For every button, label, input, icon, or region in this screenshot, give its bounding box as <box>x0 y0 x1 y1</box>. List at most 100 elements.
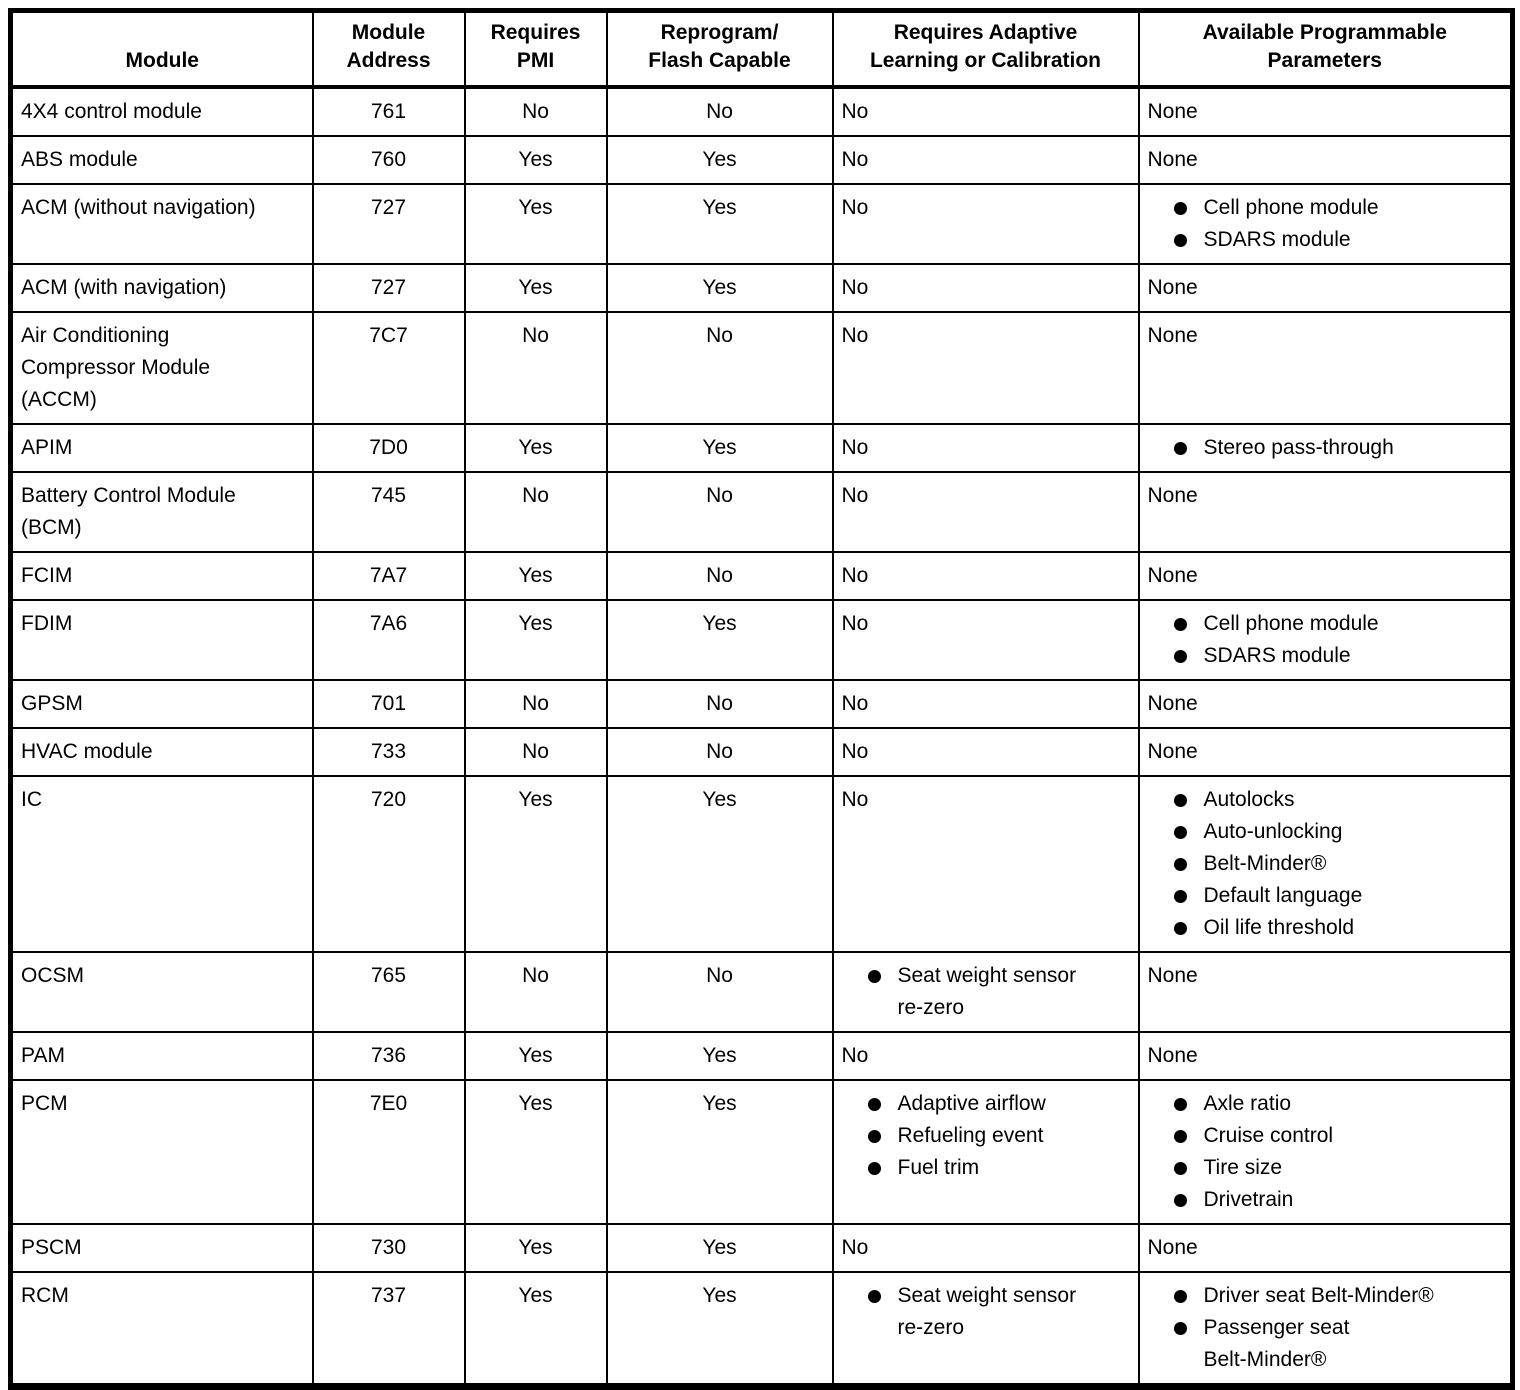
module-address-cell: 745 <box>311 471 466 553</box>
module-address-cell: 736 <box>311 1031 466 1081</box>
bullet-list: Seat weight sensor re-zero <box>842 960 1130 1024</box>
bullet-item: Tire size <box>1172 1152 1503 1184</box>
adaptive-learning-cell: No <box>831 86 1140 137</box>
flash-capable-cell: Yes <box>605 183 834 265</box>
table-row: OCSM 765 No No Seat weight sensor re-zero Non… <box>9 951 1514 1033</box>
flash-capable-cell: No <box>605 951 834 1033</box>
module-address-cell: 727 <box>311 263 466 313</box>
module-address-cell: 7A7 <box>311 551 466 601</box>
column-header-available-programmable-parameters: Available Programmable Parameters <box>1137 9 1514 89</box>
adaptive-learning-cell: Adaptive airflow Refueling event Fuel trim <box>831 1079 1140 1225</box>
table-row: ACM (without navigation) 727 Yes Yes No Cell … <box>9 183 1514 265</box>
flash-capable-cell: Yes <box>605 1079 834 1225</box>
table-row: 4X4 control module 761 No No No None <box>9 86 1514 137</box>
bullet-item: Auto-unlocking <box>1172 816 1503 848</box>
header-row: Module Module Address Requires PMI Repro… <box>9 9 1514 89</box>
adaptive-learning-cell: No <box>831 311 1140 425</box>
bullet-item: Fuel trim <box>866 1152 1130 1184</box>
bullet-list: Cell phone module SDARS module <box>1148 608 1503 672</box>
bullet-item: Autolocks <box>1172 784 1503 816</box>
column-header-reprogram-flash-capable: Reprogram/ Flash Capable <box>605 9 834 89</box>
adaptive-learning-cell: No <box>831 471 1140 553</box>
module-address-cell: 7E0 <box>311 1079 466 1225</box>
bullet-list: Stereo pass-through <box>1148 432 1503 464</box>
adaptive-learning-cell: No <box>831 423 1140 473</box>
programmable-parameters-cell: None <box>1137 1031 1514 1081</box>
requires-pmi-cell: Yes <box>463 135 608 185</box>
requires-pmi-cell: No <box>463 471 608 553</box>
module-address-cell: 7A6 <box>311 599 466 681</box>
requires-pmi-cell: Yes <box>463 263 608 313</box>
bullet-item: Seat weight sensor re-zero <box>866 960 1130 1024</box>
bullet-list: Axle ratio Cruise control Tire size Drivetr… <box>1148 1088 1503 1216</box>
module-cell: ABS module <box>9 135 314 185</box>
requires-pmi-cell: Yes <box>463 1079 608 1225</box>
module-cell: PAM <box>9 1031 314 1081</box>
adaptive-learning-cell: No <box>831 775 1140 953</box>
programmable-parameters-cell: None <box>1137 471 1514 553</box>
bullet-item: Refueling event <box>866 1120 1130 1152</box>
table-row: RCM 737 Yes Yes Seat weight sensor re-zero Dr… <box>9 1271 1514 1388</box>
table-row: Air Conditioning Compressor Module (ACCM… <box>9 311 1514 425</box>
module-cell: IC <box>9 775 314 953</box>
module-cell: HVAC module <box>9 727 314 777</box>
programmable-parameters-cell: None <box>1137 951 1514 1033</box>
programmable-parameters-cell: None <box>1137 1223 1514 1273</box>
bullet-item: SDARS module <box>1172 640 1503 672</box>
module-address-cell: 701 <box>311 679 466 729</box>
table-row: Battery Control Module (BCM) 745 No No No Non… <box>9 471 1514 553</box>
requires-pmi-cell: No <box>463 727 608 777</box>
flash-capable-cell: Yes <box>605 1223 834 1273</box>
table-header: Module Module Address Requires PMI Repro… <box>9 9 1514 89</box>
bullet-item: Drivetrain <box>1172 1184 1503 1216</box>
module-address-cell: 737 <box>311 1271 466 1388</box>
table-row: ACM (with navigation) 727 Yes Yes No None <box>9 263 1514 313</box>
module-address-cell: 760 <box>311 135 466 185</box>
requires-pmi-cell: Yes <box>463 775 608 953</box>
bullet-item: Passenger seat Belt-Minder® <box>1172 1312 1503 1376</box>
bullet-item: Seat weight sensor re-zero <box>866 1280 1130 1344</box>
programmable-parameters-cell: Autolocks Auto-unlocking Belt-Minder® Defau… <box>1137 775 1514 953</box>
module-cell: PSCM <box>9 1223 314 1273</box>
flash-capable-cell: No <box>605 679 834 729</box>
flash-capable-cell: Yes <box>605 775 834 953</box>
module-address-cell: 765 <box>311 951 466 1033</box>
module-address-cell: 7C7 <box>311 311 466 425</box>
programmable-parameters-cell: Cell phone module SDARS module <box>1137 183 1514 265</box>
adaptive-learning-cell: Seat weight sensor re-zero <box>831 951 1140 1033</box>
adaptive-learning-cell: Seat weight sensor re-zero <box>831 1271 1140 1388</box>
bullet-item: Axle ratio <box>1172 1088 1503 1120</box>
programmable-parameters-cell: Driver seat Belt-Minder® Passenger seat B… <box>1137 1271 1514 1388</box>
bullet-item: Adaptive airflow <box>866 1088 1130 1120</box>
bullet-item: Default language <box>1172 880 1503 912</box>
bullet-item: SDARS module <box>1172 224 1503 256</box>
module-cell: PCM <box>9 1079 314 1225</box>
module-cell: FDIM <box>9 599 314 681</box>
flash-capable-cell: No <box>605 551 834 601</box>
module-address-cell: 730 <box>311 1223 466 1273</box>
programmable-parameters-cell: None <box>1137 86 1514 137</box>
module-cell: RCM <box>9 1271 314 1388</box>
table-row: FDIM 7A6 Yes Yes No Cell phone module SDARS mo… <box>9 599 1514 681</box>
requires-pmi-cell: Yes <box>463 423 608 473</box>
table-row: PCM 7E0 Yes Yes Adaptive airflow Refueling ev… <box>9 1079 1514 1225</box>
module-cell: FCIM <box>9 551 314 601</box>
column-header-requires-pmi: Requires PMI <box>463 9 608 89</box>
bullet-item: Oil life threshold <box>1172 912 1503 944</box>
adaptive-learning-cell: No <box>831 263 1140 313</box>
module-address-cell: 761 <box>311 86 466 137</box>
column-header-module: Module <box>9 9 314 89</box>
module-address-cell: 727 <box>311 183 466 265</box>
column-header-requires-adaptive-learning: Requires Adaptive Learning or Calibratio… <box>831 9 1140 89</box>
bullet-item: Belt-Minder® <box>1172 848 1503 880</box>
table-row: IC 720 Yes Yes No Autolocks Auto-unlocking Belt… <box>9 775 1514 953</box>
flash-capable-cell: Yes <box>605 1031 834 1081</box>
flash-capable-cell: No <box>605 471 834 553</box>
adaptive-learning-cell: No <box>831 727 1140 777</box>
bullet-item: Cell phone module <box>1172 608 1503 640</box>
programmable-parameters-cell: None <box>1137 679 1514 729</box>
bullet-list: Seat weight sensor re-zero <box>842 1280 1130 1344</box>
module-address-cell: 7D0 <box>311 423 466 473</box>
requires-pmi-cell: No <box>463 86 608 137</box>
